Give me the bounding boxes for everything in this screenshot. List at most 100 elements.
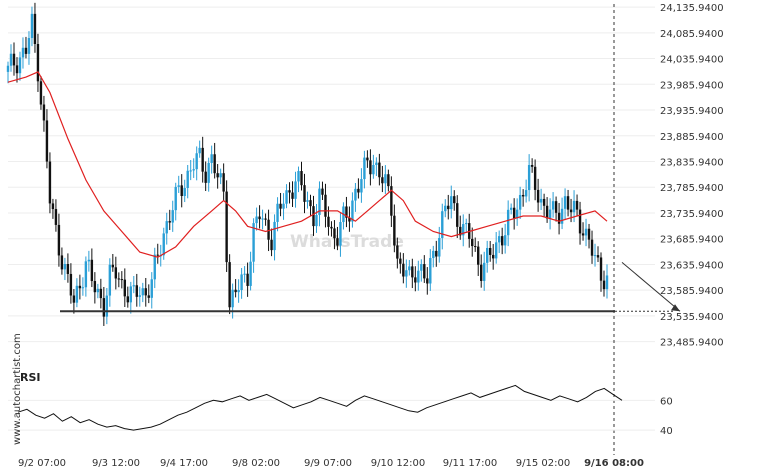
candle-body bbox=[132, 285, 135, 287]
y-tick-label: 23,735.9400 bbox=[660, 209, 724, 220]
candle-body bbox=[96, 288, 100, 293]
candle-body bbox=[402, 263, 405, 277]
y-tick-label: 23,535.9400 bbox=[660, 312, 724, 323]
candle-body bbox=[69, 273, 73, 296]
candle-body bbox=[171, 210, 174, 223]
candle-body bbox=[375, 162, 378, 166]
candle-body bbox=[24, 47, 28, 54]
x-tick-label: 9/3 12:00 bbox=[92, 458, 140, 469]
candle-body bbox=[183, 188, 186, 197]
candle-body bbox=[120, 279, 124, 281]
y-tick-label: 23,985.9400 bbox=[660, 80, 724, 91]
candle-body bbox=[471, 238, 474, 247]
x-tick-label: 9/16 08:00 bbox=[584, 458, 644, 469]
candle-body bbox=[84, 261, 88, 288]
candle-body bbox=[393, 215, 396, 246]
candle-body bbox=[231, 289, 234, 308]
candle-body bbox=[494, 242, 498, 259]
candle-body bbox=[36, 44, 40, 82]
candle-body bbox=[288, 190, 291, 193]
y-tick-label: 23,685.9400 bbox=[660, 235, 724, 246]
candle-body bbox=[545, 205, 549, 219]
candle-body bbox=[75, 285, 79, 303]
candle-body bbox=[312, 206, 315, 227]
candle-body bbox=[563, 196, 567, 209]
candle-body bbox=[596, 255, 600, 258]
candle-body bbox=[575, 200, 579, 210]
candle-body bbox=[605, 275, 609, 290]
y-tick-label: 24,085.9400 bbox=[660, 29, 724, 40]
projection-arrowhead bbox=[671, 304, 680, 312]
candle-body bbox=[369, 160, 372, 175]
rsi-line bbox=[17, 384, 623, 431]
candle-body bbox=[300, 171, 303, 186]
candle-body bbox=[590, 239, 594, 256]
candle-body bbox=[483, 262, 486, 281]
rsi-y-tick-label: 60 bbox=[660, 396, 673, 407]
candle-body bbox=[195, 153, 198, 170]
y-tick-label: 23,785.9400 bbox=[660, 183, 724, 194]
y-tick-label: 23,585.9400 bbox=[660, 286, 724, 297]
candle-body bbox=[387, 174, 390, 187]
candle-body bbox=[488, 248, 492, 255]
candle-body bbox=[417, 270, 420, 283]
candle-body bbox=[411, 266, 414, 278]
candle-body bbox=[291, 192, 294, 199]
candle-body bbox=[108, 264, 112, 296]
candle-body bbox=[9, 53, 13, 66]
candle-body bbox=[390, 186, 393, 216]
candle-body bbox=[270, 239, 273, 251]
candle-body bbox=[168, 221, 171, 223]
side-credit: www.autochartist.com bbox=[12, 333, 23, 445]
candle-body bbox=[459, 226, 462, 236]
candle-body bbox=[503, 235, 507, 246]
candle-body bbox=[381, 177, 384, 184]
candle-body bbox=[201, 147, 204, 172]
candle-body bbox=[533, 166, 537, 190]
moving-average-line bbox=[7, 71, 608, 258]
candle-body bbox=[135, 285, 138, 297]
candle-body bbox=[441, 211, 444, 239]
candle-body bbox=[246, 273, 249, 286]
candle-body bbox=[177, 185, 180, 187]
candle-body bbox=[129, 286, 132, 303]
candle-body bbox=[60, 255, 64, 270]
candle-body bbox=[42, 104, 46, 121]
candle-body bbox=[264, 218, 267, 220]
candle-body bbox=[587, 228, 591, 240]
candle-body bbox=[174, 186, 177, 211]
candle-body bbox=[252, 223, 255, 262]
candle-body bbox=[521, 194, 525, 197]
candle-body bbox=[33, 13, 37, 45]
candle-body bbox=[453, 196, 456, 204]
candle-body bbox=[156, 254, 159, 256]
candle-body bbox=[333, 228, 336, 239]
candle-body bbox=[491, 254, 495, 259]
candle-body bbox=[486, 248, 489, 263]
candle-body bbox=[330, 226, 333, 229]
y-tick-label: 23,635.9400 bbox=[660, 260, 724, 271]
candle-body bbox=[45, 120, 49, 162]
candle-body bbox=[327, 216, 330, 227]
candle-body bbox=[321, 188, 324, 195]
candle-body bbox=[141, 288, 144, 296]
candle-body bbox=[512, 207, 516, 219]
candle-body bbox=[204, 171, 207, 183]
candle-body bbox=[144, 288, 147, 296]
candle-body bbox=[554, 201, 558, 213]
candle-body bbox=[423, 264, 426, 279]
candle-body bbox=[48, 161, 52, 204]
candle-body bbox=[273, 221, 276, 251]
candle-body bbox=[276, 203, 279, 222]
candle-body bbox=[285, 190, 288, 204]
candle-body bbox=[105, 295, 109, 317]
projection-arrow-line bbox=[621, 261, 681, 312]
candle-body bbox=[372, 165, 375, 175]
candle-body bbox=[297, 171, 300, 182]
candle-body bbox=[210, 154, 213, 163]
candle-body bbox=[336, 238, 339, 246]
candle-body bbox=[225, 191, 228, 263]
x-tick-label: 9/8 02:00 bbox=[232, 458, 280, 469]
candle-body bbox=[117, 278, 121, 280]
candle-body bbox=[366, 157, 369, 161]
